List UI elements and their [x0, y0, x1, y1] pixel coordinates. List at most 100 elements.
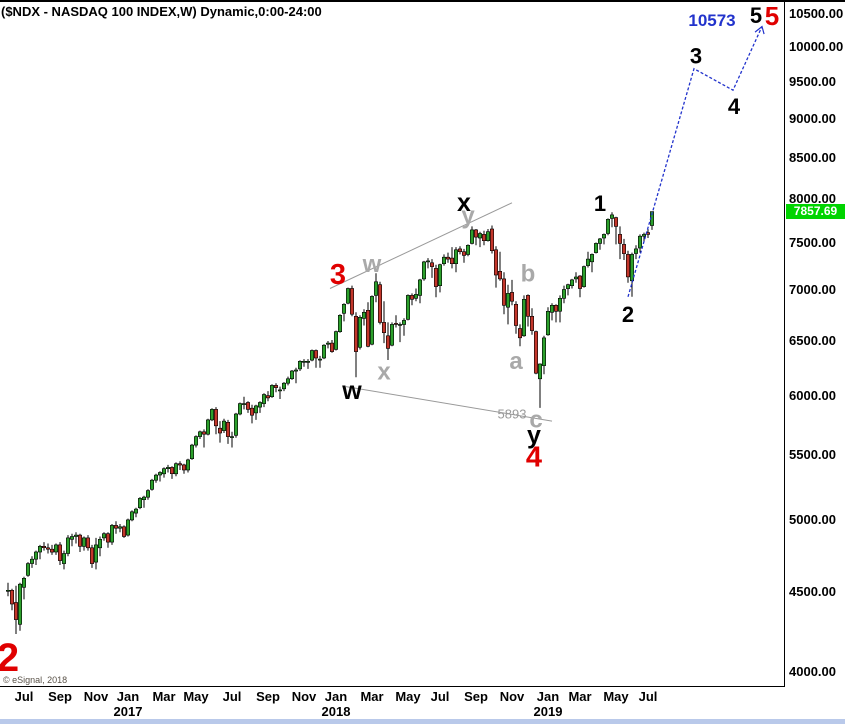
wave-label: 2 — [0, 636, 19, 680]
price-tick-label: 7000.00 — [789, 282, 836, 297]
price-chart-plot[interactable]: 2 3 w x y b a w x 5893 c y 4 1 2 3 4 5 5 10573 ($NDX - NASD… — [0, 0, 785, 687]
window-top-border — [0, 0, 845, 2]
candle-body — [21, 577, 26, 588]
candle-body — [461, 251, 466, 256]
window-bottom-edge — [0, 719, 845, 724]
time-tick-label: May — [183, 689, 209, 704]
copyright-watermark: © eSignal, 2018 — [3, 675, 68, 685]
wave-label: 5 — [765, 1, 779, 31]
candle-body — [413, 294, 418, 299]
candle-body — [477, 233, 482, 239]
candle-body — [385, 335, 390, 349]
price-axis[interactable]: 7857.69 10500.00 10000.00 9500.00 9000.00 85… — [786, 0, 845, 686]
wave-label: 3 — [330, 259, 346, 291]
candle-body — [6, 589, 11, 592]
candle-body — [98, 538, 103, 549]
wave-label: 4 — [728, 94, 741, 119]
candle-body — [301, 360, 306, 363]
candle-body — [329, 342, 334, 352]
candle-body — [57, 544, 62, 561]
time-tick-label: Mar — [360, 689, 384, 704]
time-axis[interactable]: Jul Sep Nov Jan Mar May Jul Sep Nov Jan Mar May Jul S… — [0, 687, 845, 719]
candle-body — [277, 389, 282, 392]
price-tick-label: 10500.00 — [789, 6, 844, 21]
time-tick-label: Jul — [638, 689, 658, 704]
wave-label: 5 — [750, 3, 762, 28]
candle-body — [585, 258, 590, 266]
time-tick-label: May — [395, 689, 421, 704]
price-tick-label: 4000.00 — [789, 664, 836, 679]
candle-body — [553, 304, 558, 312]
candle-body — [485, 231, 490, 241]
wave-label: x — [457, 189, 471, 217]
candle-body — [441, 256, 446, 265]
candle-body — [110, 525, 115, 543]
candle-body — [122, 526, 127, 537]
candle-body — [369, 296, 374, 345]
candle-body — [357, 316, 362, 348]
candle-body — [37, 545, 42, 553]
current-price-badge: 7857.69 — [786, 204, 845, 219]
candle-body — [545, 310, 550, 336]
candle-body — [285, 378, 290, 384]
candle-body — [174, 463, 179, 475]
candle-body — [589, 254, 594, 263]
candle-body — [82, 537, 87, 547]
candle-body — [609, 214, 614, 219]
candle-body — [53, 544, 58, 553]
candle-body — [222, 420, 227, 431]
candle-body — [41, 545, 46, 548]
wave-label: 5893 — [498, 407, 527, 422]
price-tick-label: 4500.00 — [789, 584, 836, 599]
price-tick-label: 10000.00 — [789, 39, 844, 54]
candle-body — [45, 547, 50, 550]
candle-body — [321, 344, 326, 359]
candle-body — [29, 558, 34, 564]
candle-body — [317, 358, 322, 361]
candle-body — [202, 431, 207, 435]
wave-label: 1 — [594, 191, 606, 216]
candle-body — [309, 350, 314, 361]
candle-body — [605, 219, 610, 234]
candle-body — [257, 402, 262, 408]
candle-body — [78, 534, 83, 547]
candle-body — [365, 309, 370, 347]
trendlines-layer — [329, 202, 553, 422]
time-tick-label: Jan — [116, 689, 140, 704]
candle-body — [130, 511, 135, 521]
wave-label: y — [461, 202, 475, 229]
candle-body — [238, 403, 243, 415]
time-tick-label: Sep — [256, 689, 280, 704]
candle-body — [617, 234, 622, 244]
candle-body — [273, 385, 278, 388]
candle-body — [353, 315, 358, 352]
candle-body — [341, 303, 346, 314]
candle-body — [86, 537, 91, 549]
candle-body — [465, 245, 470, 255]
candle-body — [186, 459, 191, 471]
candle-body — [433, 268, 438, 287]
candle-body — [214, 409, 219, 427]
candle-body — [94, 544, 99, 563]
time-tick-label: Sep — [48, 689, 72, 704]
candle-body — [457, 248, 462, 252]
candle-body — [501, 278, 506, 306]
candle-body — [138, 498, 143, 508]
time-tick-label: Mar — [568, 689, 592, 704]
year-label: 2018 — [321, 704, 351, 719]
candle-body — [297, 360, 302, 370]
candles-layer — [6, 211, 654, 634]
projection-line — [627, 25, 765, 297]
candle-body — [613, 217, 618, 227]
candle-body — [49, 548, 54, 553]
candle-body — [190, 444, 195, 460]
candle-body — [417, 279, 422, 296]
candle-body — [421, 261, 426, 280]
candle-body — [389, 324, 394, 346]
candle-body — [313, 350, 318, 359]
candle-body — [621, 244, 626, 254]
time-tick-label: Jul — [222, 689, 242, 704]
